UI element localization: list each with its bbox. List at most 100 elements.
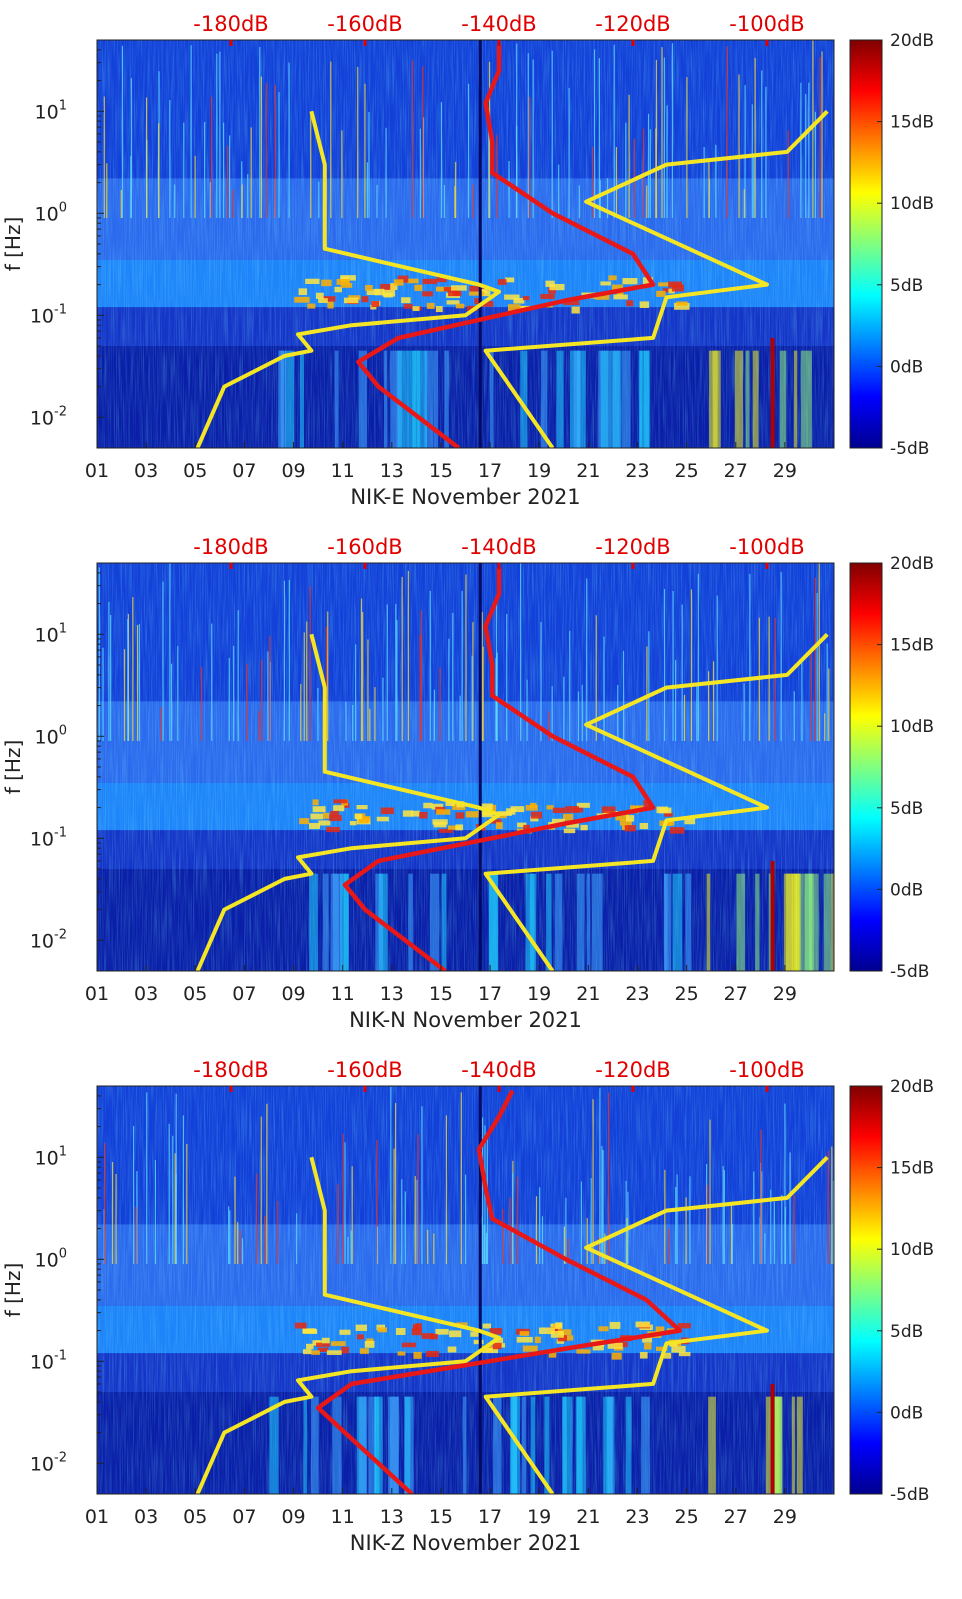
energy-patch xyxy=(644,1342,652,1350)
energy-patch xyxy=(678,1352,691,1357)
x-tick-label: 21 xyxy=(576,1506,600,1528)
colorbar-label: 5dB xyxy=(890,1322,923,1342)
nlnm-curve xyxy=(195,1156,501,1494)
energy-patch xyxy=(435,1328,449,1335)
low-freq-block xyxy=(591,873,603,971)
energy-patch xyxy=(504,294,520,300)
colorbar-label: 0dB xyxy=(890,880,923,900)
low-freq-block xyxy=(493,1396,502,1494)
x-tick-label: 17 xyxy=(478,983,502,1005)
low-freq-block xyxy=(404,1396,411,1494)
spectrogram xyxy=(97,563,834,971)
low-freq-block xyxy=(429,873,440,971)
y-tick-label: 100 xyxy=(35,200,67,225)
x-tick-label: 05 xyxy=(183,460,207,482)
energy-patch xyxy=(626,300,634,307)
energy-patch xyxy=(550,1330,564,1338)
y-tick-label: 10-1 xyxy=(30,825,67,850)
low-freq-block xyxy=(299,350,304,448)
y-tick-label: 10-2 xyxy=(30,404,67,429)
energy-patch xyxy=(598,1326,609,1332)
low-freq-block xyxy=(311,1396,319,1494)
colorbar-label: 20dB xyxy=(890,554,934,574)
low-freq-block xyxy=(278,350,286,448)
low-freq-block xyxy=(575,1396,586,1494)
colorbar-label: 0dB xyxy=(890,357,923,377)
x-tick-label: 07 xyxy=(232,983,256,1005)
x-tick-label: 03 xyxy=(134,983,158,1005)
low-freq-block xyxy=(765,1396,773,1494)
energy-patch xyxy=(668,281,683,288)
energy-patch xyxy=(312,806,326,813)
energy-patch xyxy=(382,289,396,297)
colorbar-label: -5dB xyxy=(890,962,929,982)
colorbar-label: 5dB xyxy=(890,276,923,296)
energy-patch xyxy=(469,285,485,292)
energy-patch xyxy=(403,303,413,309)
energy-patch xyxy=(318,298,328,303)
nhnm-curve xyxy=(483,632,829,971)
energy-patch xyxy=(669,827,685,834)
energy-patch xyxy=(299,818,310,825)
low-freq-block xyxy=(285,350,295,448)
colorbar-label: 5dB xyxy=(890,799,923,819)
energy-patch xyxy=(333,805,345,812)
low-freq-block xyxy=(334,350,339,448)
x-tick-label: 15 xyxy=(429,983,453,1005)
energy-patch xyxy=(448,290,462,297)
energy-patch xyxy=(545,280,555,287)
energy-patch xyxy=(435,306,443,313)
x-tick-label: 23 xyxy=(625,460,649,482)
energy-patch xyxy=(414,1323,422,1330)
energy-patch xyxy=(433,822,447,828)
x-tick-label: 29 xyxy=(773,460,797,482)
top-axis-label: -100dB xyxy=(729,1058,804,1082)
energy-patch xyxy=(658,282,669,287)
low-freq-block xyxy=(755,873,760,971)
top-axis-label: -120dB xyxy=(595,12,670,36)
energy-patch xyxy=(489,1328,503,1335)
colorbar-label: 15dB xyxy=(890,1159,934,1179)
top-axis-label: -140dB xyxy=(461,1058,536,1082)
energy-patch xyxy=(449,1330,462,1338)
energy-patch xyxy=(340,282,353,288)
energy-patch xyxy=(336,278,350,285)
low-freq-block xyxy=(638,350,643,448)
low-freq-block xyxy=(390,1396,399,1494)
colorbar-label: 10dB xyxy=(890,1240,934,1260)
energy-patch xyxy=(552,818,565,825)
energy-patch xyxy=(656,290,666,297)
colorbar-label: 20dB xyxy=(890,1077,934,1097)
energy-patch xyxy=(549,283,565,291)
energy-patch xyxy=(470,1331,479,1337)
energy-patch xyxy=(331,1341,346,1346)
energy-patch xyxy=(639,1352,648,1359)
x-tick-label: 19 xyxy=(527,1506,551,1528)
top-axis-label: -120dB xyxy=(595,535,670,559)
y-tick-label: 10-2 xyxy=(30,1450,67,1475)
low-freq-block xyxy=(793,350,798,448)
energy-patch xyxy=(334,286,342,293)
top-axis-label: -140dB xyxy=(461,535,536,559)
energy-patch xyxy=(413,1351,422,1359)
top-axis-label: -100dB xyxy=(729,12,804,36)
colorbar-label: -5dB xyxy=(890,439,929,459)
x-tick-label: 27 xyxy=(724,460,748,482)
low-freq-block xyxy=(783,873,793,971)
energy-patch xyxy=(364,285,373,291)
energy-patch xyxy=(330,810,339,817)
x-tick-label: 13 xyxy=(380,983,404,1005)
energy-patch xyxy=(374,288,385,296)
x-axis-title: NIK-N November 2021 xyxy=(349,1008,582,1032)
energy-patch xyxy=(594,293,610,300)
energy-patch xyxy=(397,275,409,283)
energy-patch xyxy=(659,807,672,814)
energy-patch xyxy=(684,817,696,825)
low-freq-block xyxy=(408,873,413,971)
low-freq-block xyxy=(831,873,834,971)
energy-patch xyxy=(438,828,453,833)
energy-patch xyxy=(310,813,324,820)
energy-patch xyxy=(482,1347,499,1354)
energy-patch xyxy=(563,813,574,821)
energy-patch xyxy=(643,800,651,807)
